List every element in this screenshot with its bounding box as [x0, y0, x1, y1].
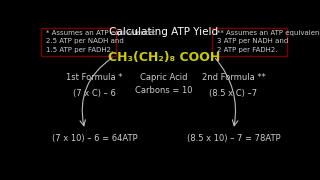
Text: CH₃(CH₂)₈ COOH: CH₃(CH₂)₈ COOH	[108, 51, 220, 64]
Text: Calculating ATP Yield: Calculating ATP Yield	[109, 27, 219, 37]
Text: 1st Formula *: 1st Formula *	[66, 73, 123, 82]
Text: (7 x 10) – 6 = 64ATP: (7 x 10) – 6 = 64ATP	[52, 134, 137, 143]
Text: Carbons = 10: Carbons = 10	[135, 86, 193, 95]
FancyBboxPatch shape	[212, 28, 287, 56]
Text: Capric Acid: Capric Acid	[140, 73, 188, 82]
FancyBboxPatch shape	[41, 28, 116, 56]
Text: (8.5 x 10) – 7 = 78ATP: (8.5 x 10) – 7 = 78ATP	[187, 134, 280, 143]
Text: * Assumes an ATP equivalence:
2.5 ATP per NADH and
1.5 ATP per FADH2.: * Assumes an ATP equivalence: 2.5 ATP pe…	[46, 30, 156, 53]
Text: 2nd Formula **: 2nd Formula **	[202, 73, 265, 82]
Text: ** Assumes an ATP equivalence:
3 ATP per NADH and
2 ATP per FADH2.: ** Assumes an ATP equivalence: 3 ATP per…	[217, 30, 320, 53]
Text: (7 x C) – 6: (7 x C) – 6	[73, 89, 116, 98]
Text: (8.5 x C) –7: (8.5 x C) –7	[209, 89, 258, 98]
